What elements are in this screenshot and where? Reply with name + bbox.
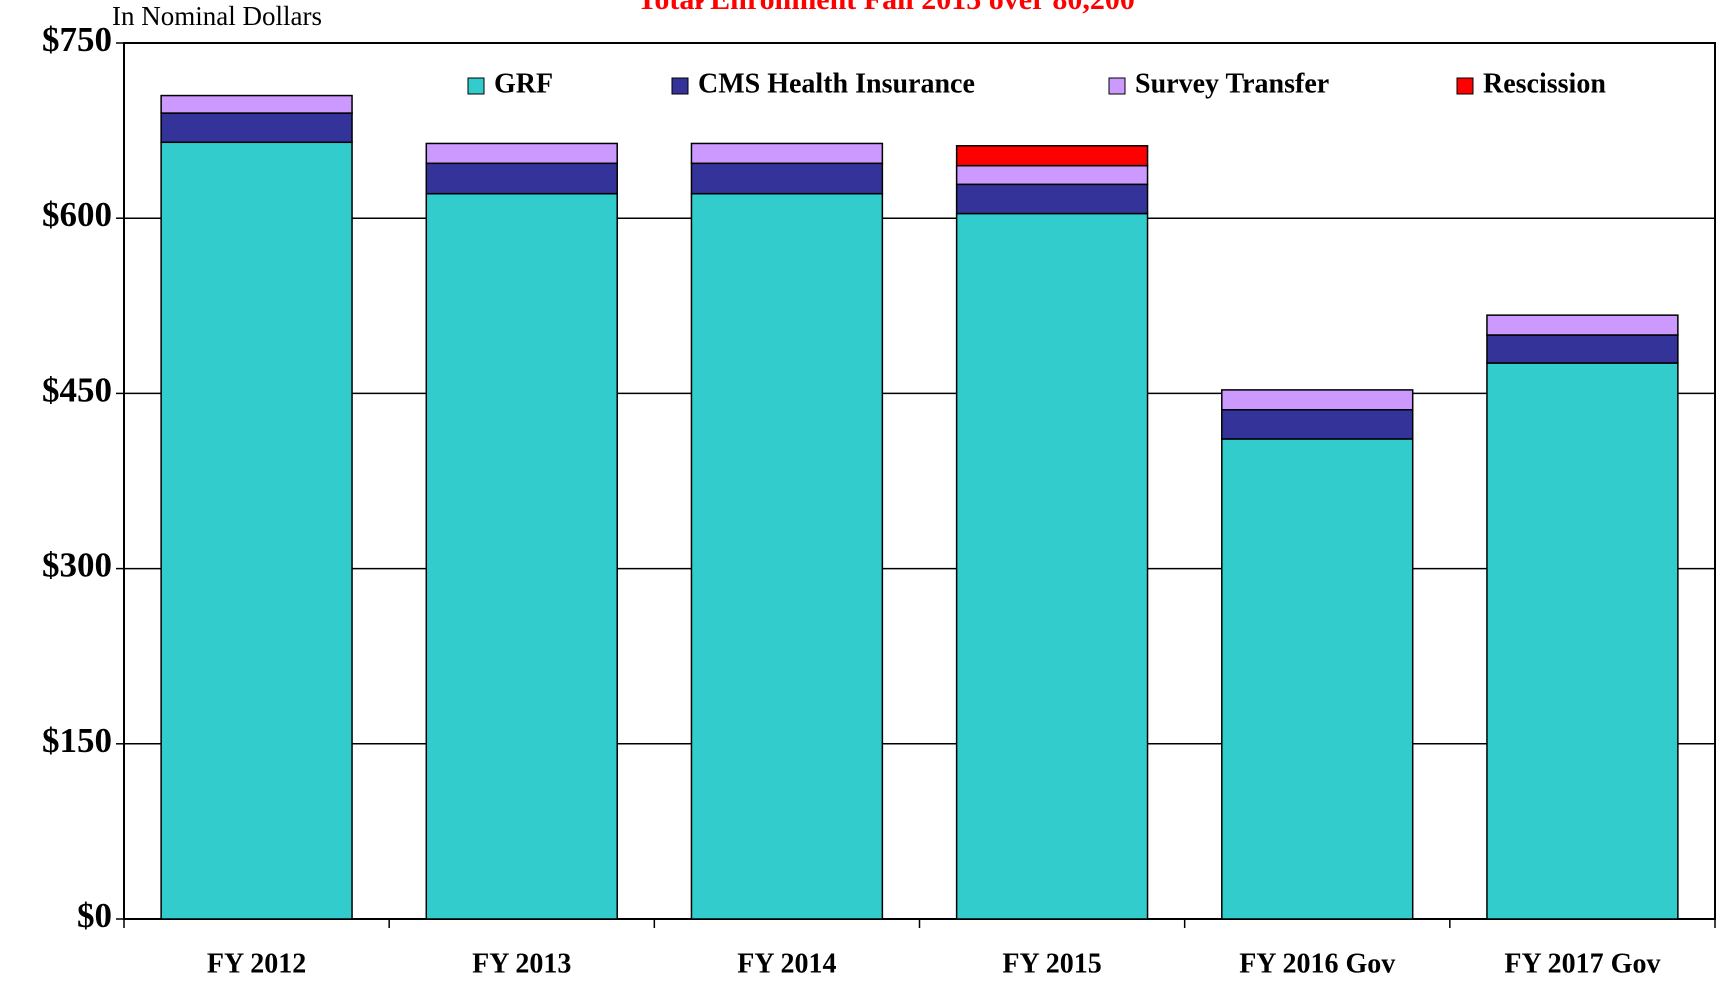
legend-swatch xyxy=(671,77,689,95)
legend-label: Survey Transfer xyxy=(1135,68,1329,99)
bar-segment xyxy=(955,164,1149,186)
y-tick-label: $750 xyxy=(42,20,112,59)
bar-segment xyxy=(425,162,618,195)
bar-segment xyxy=(690,162,884,195)
bar-segment xyxy=(955,212,1149,920)
subtitle: In Nominal Dollars xyxy=(112,1,322,31)
bar-segment xyxy=(1486,314,1679,336)
y-tick-label: $300 xyxy=(42,546,112,585)
plot-frame xyxy=(123,42,1716,920)
x-tick-label: FY 2012 xyxy=(207,948,306,979)
bar-segment xyxy=(1221,438,1414,920)
legend-label: CMS Health Insurance xyxy=(698,68,975,99)
bar-segment xyxy=(425,192,618,920)
bar-segment xyxy=(160,94,353,114)
x-tick-label: FY 2016 Gov xyxy=(1239,948,1395,979)
legend-swatch xyxy=(467,77,485,95)
legend-label: GRF xyxy=(494,68,553,99)
x-tick-label: FY 2015 xyxy=(1002,948,1101,979)
bullet: • xyxy=(695,0,706,16)
x-tick-label: FY 2017 Gov xyxy=(1504,948,1660,979)
bar-segment xyxy=(1221,409,1414,440)
bar-segment xyxy=(1486,334,1679,364)
bar-segment xyxy=(160,112,353,144)
y-tick-label: $450 xyxy=(42,370,112,409)
bar-segment xyxy=(1221,389,1414,411)
bar-segment xyxy=(160,141,353,920)
x-tick-label: FY 2014 xyxy=(737,948,836,979)
x-tick-label: FY 2013 xyxy=(472,948,571,979)
y-tick-label: $600 xyxy=(42,195,112,234)
legend-label: Rescission xyxy=(1483,68,1606,99)
legend-swatch xyxy=(1108,77,1126,95)
bar-segment xyxy=(690,192,884,920)
chart-title: Total Enrollment Fall 2015 over 80,200 xyxy=(637,0,1135,16)
bar-segment xyxy=(425,142,618,165)
bar-segment xyxy=(1486,362,1679,920)
y-tick-label: $150 xyxy=(42,721,112,760)
y-tick-label: $0 xyxy=(77,896,112,935)
legend-swatch xyxy=(1456,77,1474,95)
bar-segment xyxy=(955,183,1149,215)
bar-segment xyxy=(690,142,884,165)
bar-segment xyxy=(955,145,1149,167)
